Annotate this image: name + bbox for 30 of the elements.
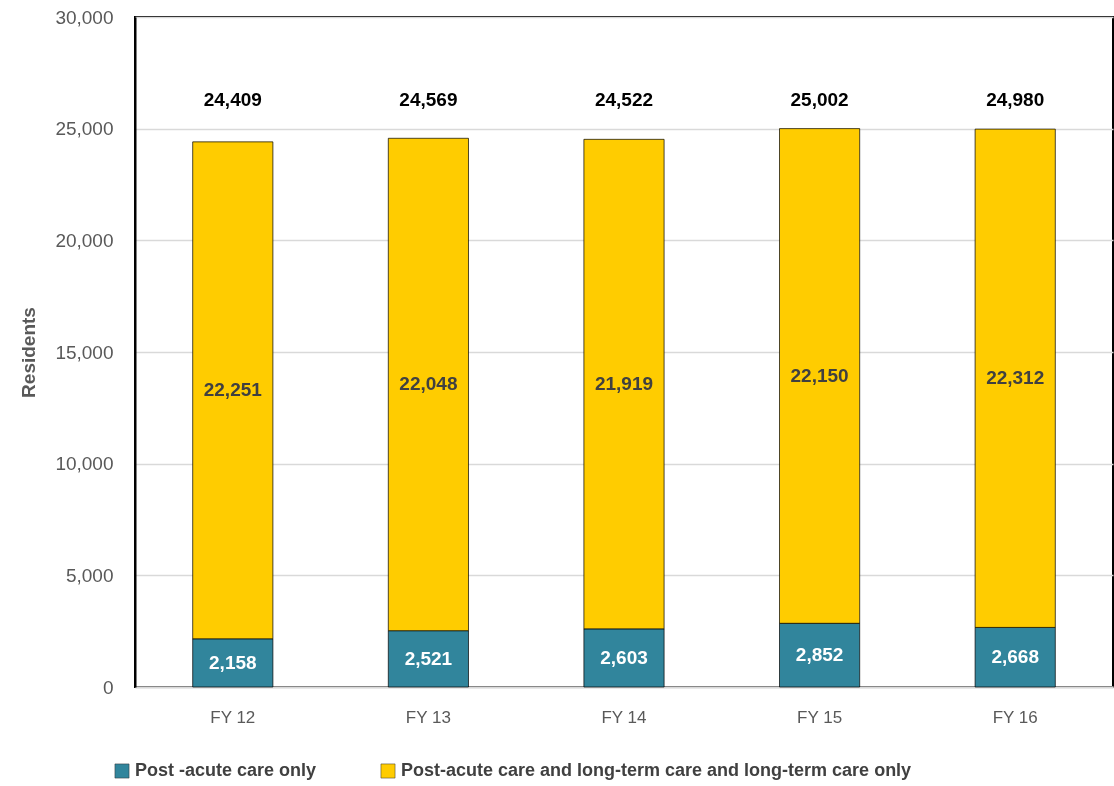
y-tick-label: 20,000 bbox=[55, 229, 114, 251]
data-label: 2,521 bbox=[404, 647, 453, 669]
y-tick-label: 30,000 bbox=[55, 6, 114, 28]
x-tick-label: FY 12 bbox=[210, 707, 256, 727]
data-label: 22,048 bbox=[399, 373, 458, 395]
data-label: 2,668 bbox=[991, 646, 1039, 668]
data-label: 22,150 bbox=[790, 364, 849, 386]
y-tick-label: 15,000 bbox=[55, 341, 114, 363]
total-label: 24,522 bbox=[594, 89, 654, 110]
y-tick-label: 0 bbox=[102, 676, 114, 698]
total-label: 24,980 bbox=[986, 89, 1045, 110]
legend-label: Post -acute care only bbox=[135, 760, 317, 780]
x-tick-label: FY 14 bbox=[601, 707, 647, 727]
total-label: 25,002 bbox=[790, 89, 849, 110]
x-tick-label: FY 16 bbox=[992, 707, 1038, 727]
data-label: 22,312 bbox=[986, 367, 1045, 389]
legend-label: Post-acute care and long-term care and long-term care only bbox=[401, 760, 912, 780]
y-tick-label: 5,000 bbox=[65, 564, 114, 586]
data-label: 21,919 bbox=[594, 373, 654, 395]
total-label: 24,569 bbox=[399, 89, 458, 110]
x-tick-label: FY 13 bbox=[405, 707, 451, 727]
data-label: 2,852 bbox=[795, 644, 844, 666]
total-label: 24,409 bbox=[203, 89, 262, 110]
data-label: 2,603 bbox=[600, 646, 648, 668]
y-tick-label: 10,000 bbox=[55, 453, 114, 475]
data-label: 22,251 bbox=[203, 379, 263, 401]
data-label: 2,158 bbox=[209, 651, 257, 673]
x-tick-label: FY 15 bbox=[797, 707, 843, 727]
y-axis-title: Residents bbox=[18, 307, 40, 398]
y-tick-label: 25,000 bbox=[55, 118, 114, 140]
